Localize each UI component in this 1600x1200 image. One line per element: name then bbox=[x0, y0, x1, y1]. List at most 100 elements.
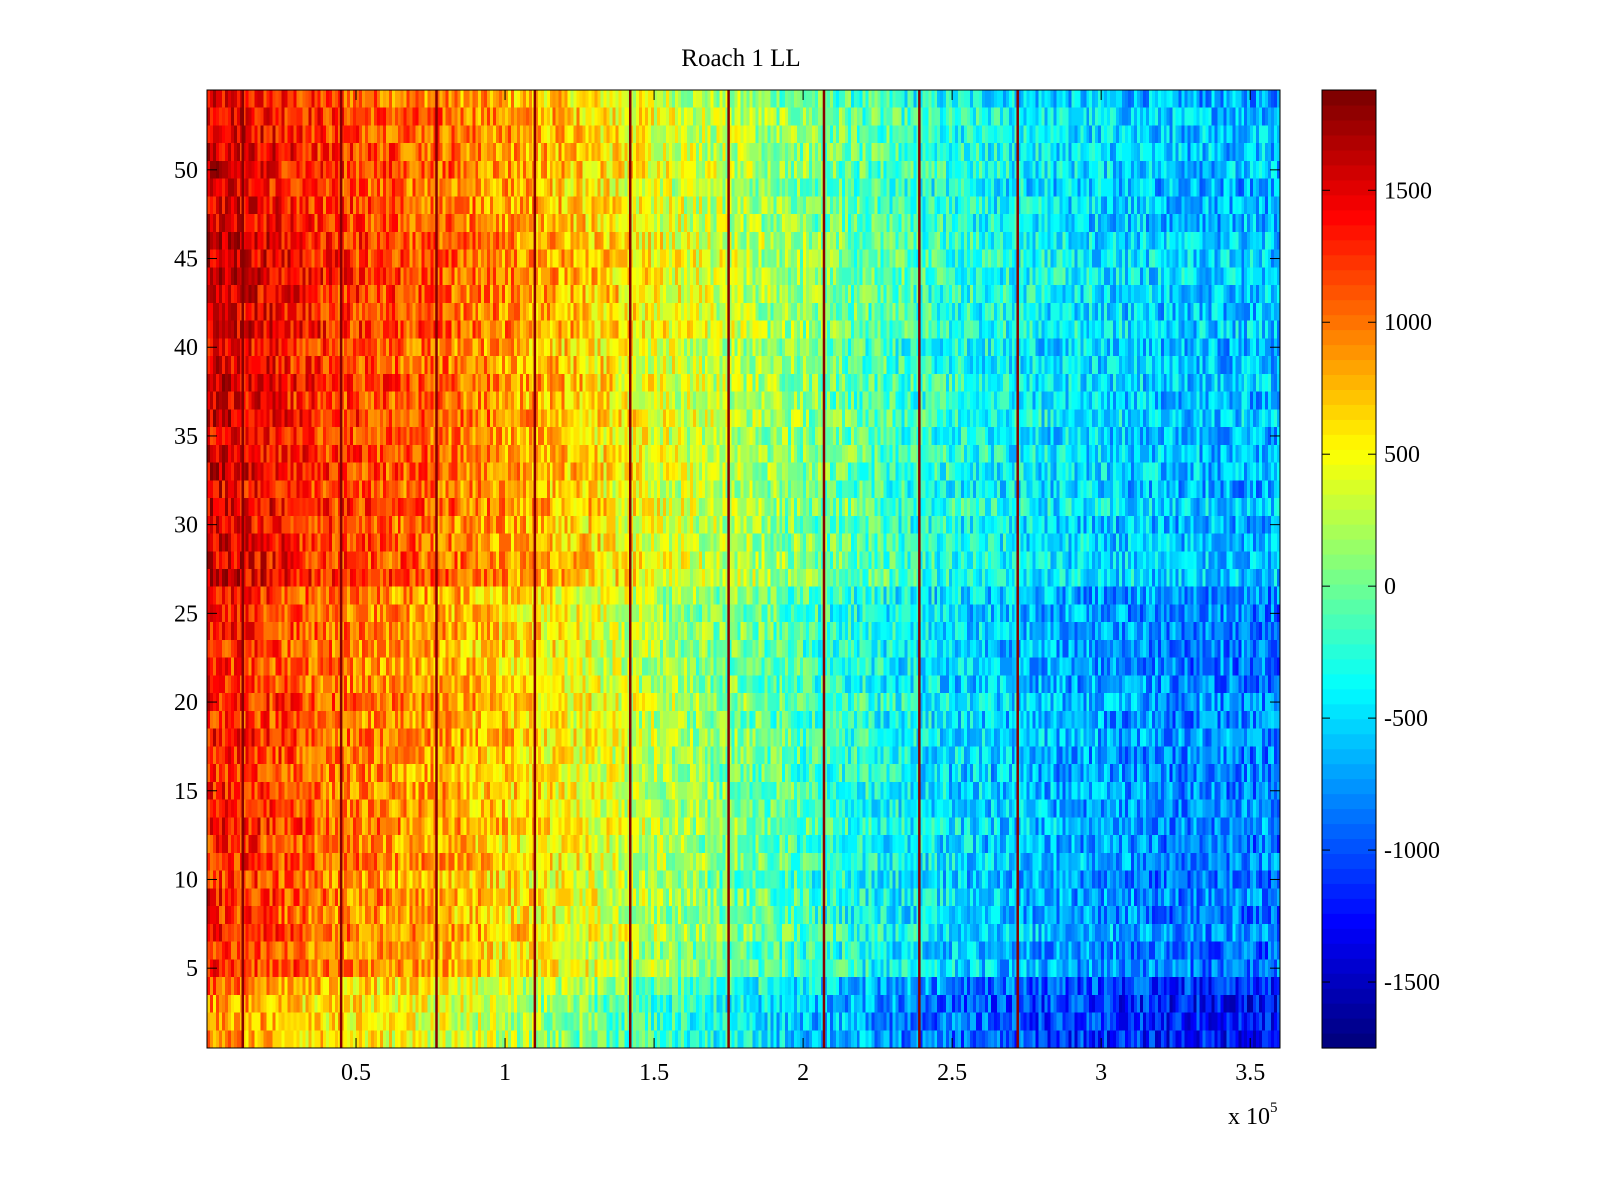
colorbar-level bbox=[1322, 928, 1376, 944]
spike-lines bbox=[241, 90, 1019, 1048]
colorbar-level bbox=[1322, 329, 1376, 346]
colorbar-level bbox=[1322, 688, 1376, 705]
colorbar-level bbox=[1322, 973, 1376, 989]
colorbar bbox=[1322, 90, 1376, 1049]
colorbar-tick-label: 500 bbox=[1384, 442, 1420, 468]
heatmap-image bbox=[207, 90, 1280, 1048]
colorbar-level bbox=[1322, 793, 1376, 810]
colorbar-level bbox=[1322, 554, 1376, 570]
colorbar-level bbox=[1322, 299, 1376, 316]
colorbar-level bbox=[1322, 494, 1376, 510]
colorbar-level bbox=[1322, 434, 1376, 450]
colorbar-level bbox=[1322, 808, 1376, 825]
colorbar-level bbox=[1322, 643, 1376, 660]
x-tick-label: 1 bbox=[499, 1060, 511, 1086]
colorbar-level bbox=[1322, 479, 1376, 495]
x-tick-label: 0.5 bbox=[341, 1060, 371, 1086]
y-axis-ticks: 5 10 15 20 25 30 35 40 45 50 bbox=[174, 158, 1280, 982]
y-tick-label: 10 bbox=[174, 867, 198, 893]
colorbar-level bbox=[1322, 359, 1376, 376]
colorbar-frame bbox=[1321, 89, 1377, 1049]
axes-frame bbox=[206, 89, 1281, 1049]
colorbar-tick-label: -500 bbox=[1384, 706, 1428, 732]
colorbar-ticks: 1500 1000 500 0 -500 -1000 -1500 bbox=[1322, 178, 1440, 996]
colorbar-level bbox=[1322, 883, 1376, 899]
x-multiplier-exponent: 5 bbox=[1270, 1100, 1278, 1116]
y-tick-label: 35 bbox=[174, 424, 198, 450]
y-tick-label: 50 bbox=[174, 158, 198, 184]
colorbar-level bbox=[1322, 419, 1376, 435]
colorbar-tick-label: 0 bbox=[1384, 574, 1396, 600]
colorbar-level bbox=[1322, 254, 1376, 271]
colorbar-tick-label: -1000 bbox=[1384, 838, 1440, 864]
colorbar-level bbox=[1322, 90, 1376, 106]
colorbar-level bbox=[1322, 149, 1376, 166]
colorbar-level bbox=[1322, 539, 1376, 555]
colorbar-level bbox=[1322, 209, 1376, 226]
colorbar-level bbox=[1322, 628, 1376, 645]
colorbar-level bbox=[1322, 104, 1376, 121]
colorbar-level bbox=[1322, 1018, 1376, 1034]
colorbar-level bbox=[1322, 239, 1376, 256]
colorbar-level bbox=[1322, 509, 1376, 525]
colorbar-level bbox=[1322, 524, 1376, 540]
x-axis-ticks: 0.5 1 1.5 2 2.5 3 3.5 bbox=[341, 90, 1265, 1086]
colorbar-tick-label: 1500 bbox=[1384, 178, 1432, 204]
colorbar-level bbox=[1322, 763, 1376, 780]
colorbar-level bbox=[1322, 613, 1376, 630]
colorbar-level bbox=[1322, 898, 1376, 914]
colorbar-tick-label: 1000 bbox=[1384, 310, 1432, 336]
colorbar-level bbox=[1322, 958, 1376, 974]
colorbar-level bbox=[1322, 1003, 1376, 1019]
colorbar-level bbox=[1322, 748, 1376, 765]
y-tick-label: 40 bbox=[174, 335, 198, 361]
heatmap bbox=[207, 90, 1280, 1048]
colorbar-level bbox=[1322, 673, 1376, 690]
colorbar-level bbox=[1322, 404, 1376, 420]
colorbar-level bbox=[1322, 269, 1376, 286]
colorbar-level bbox=[1322, 868, 1376, 884]
colorbar-level bbox=[1322, 389, 1376, 405]
colorbar-level bbox=[1322, 134, 1376, 151]
x-tick-label: 2.5 bbox=[937, 1060, 967, 1086]
y-tick-label: 5 bbox=[186, 956, 198, 982]
colorbar-level bbox=[1322, 583, 1376, 600]
colorbar-tick-label: -1500 bbox=[1384, 970, 1440, 996]
x-tick-label: 3 bbox=[1095, 1060, 1107, 1086]
chart-title: Roach 1 LL bbox=[681, 45, 800, 72]
colorbar-level bbox=[1322, 569, 1376, 585]
colorbar-level bbox=[1322, 718, 1376, 735]
colorbar-level bbox=[1322, 778, 1376, 795]
colorbar-level bbox=[1322, 284, 1376, 301]
y-tick-label: 20 bbox=[174, 690, 198, 716]
x-tick-label: 3.5 bbox=[1235, 1060, 1265, 1086]
colorbar-level bbox=[1322, 179, 1376, 196]
colorbar-level bbox=[1322, 943, 1376, 959]
x-multiplier-base: x 10 bbox=[1228, 1104, 1270, 1130]
colorbar-level bbox=[1322, 449, 1376, 465]
x-tick-label: 1.5 bbox=[639, 1060, 669, 1086]
colorbar-level bbox=[1322, 853, 1376, 869]
colorbar-level bbox=[1322, 658, 1376, 675]
x-tick-label: 2 bbox=[797, 1060, 809, 1086]
colorbar-level bbox=[1322, 1033, 1376, 1049]
colorbar-level bbox=[1322, 314, 1376, 331]
colorbar-level bbox=[1322, 823, 1376, 840]
colorbar-level bbox=[1322, 913, 1376, 929]
colorbar-level bbox=[1322, 194, 1376, 211]
y-tick-label: 15 bbox=[174, 779, 198, 805]
y-tick-label: 45 bbox=[174, 247, 198, 273]
colorbar-level bbox=[1322, 733, 1376, 750]
colorbar-level bbox=[1322, 119, 1376, 136]
colorbar-level bbox=[1322, 703, 1376, 720]
x-axis-multiplier: x 105 bbox=[1228, 1100, 1278, 1130]
colorbar-level bbox=[1322, 838, 1376, 855]
colorbar-level bbox=[1322, 164, 1376, 181]
colorbar-level bbox=[1322, 464, 1376, 480]
y-tick-label: 30 bbox=[174, 513, 198, 539]
colorbar-level bbox=[1322, 988, 1376, 1004]
colorbar-level bbox=[1322, 224, 1376, 241]
y-tick-label: 25 bbox=[174, 601, 198, 627]
colorbar-level bbox=[1322, 344, 1376, 361]
